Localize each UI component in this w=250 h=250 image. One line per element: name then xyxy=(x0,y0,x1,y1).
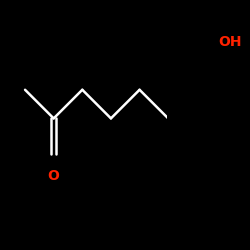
Text: OH: OH xyxy=(218,35,242,49)
Text: O: O xyxy=(48,169,60,183)
